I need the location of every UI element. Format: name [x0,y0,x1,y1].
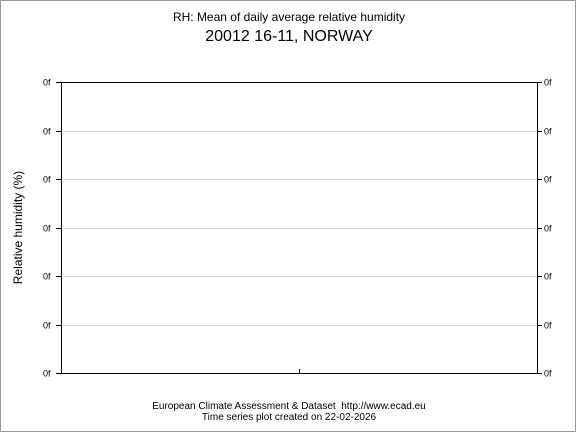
y-tick-label-right: 0f [544,369,552,379]
y-tick-label-left: 0f [43,369,51,379]
y-tick-label-right: 0f [544,127,552,137]
y-tick-label-left: 0f [43,78,51,88]
y-axis-right-labels: 0f 0f 0f 0f 0f 0f 0f [537,78,552,379]
footer-created: Time series plot created on 22-02-2026 [201,412,377,423]
y-tick-label-right: 0f [544,272,552,282]
chart-title: RH: Mean of daily average relative humid… [172,10,406,24]
y-tick-label-left: 0f [43,321,51,331]
y-tick-label-right: 0f [544,224,552,234]
y-tick-label-right: 0f [544,78,552,88]
footer-source: European Climate Assessment & Dataset ht… [152,401,426,412]
chart-subtitle: 20012 16-11, NORWAY [205,28,373,45]
y-tick-label-left: 0f [43,175,51,185]
y-axis-left-labels: 0f 0f 0f 0f 0f 0f 0f [43,78,61,379]
grid-lines [61,131,537,326]
y-tick-label-right: 0f [544,321,552,331]
y-axis-label: Relative humidity (%) [11,171,25,284]
y-tick-label-right: 0f [544,175,552,185]
y-tick-label-left: 0f [43,272,51,282]
y-tick-label-left: 0f [43,224,51,234]
y-tick-label-left: 0f [43,127,51,137]
